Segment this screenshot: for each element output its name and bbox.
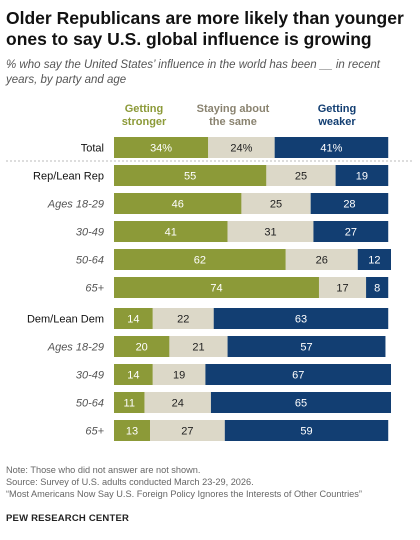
bar-value-label: 27 (345, 227, 357, 239)
bar-value-label: 25 (270, 199, 282, 211)
bar-value-label: 14 (127, 370, 139, 382)
bar-segment-same (285, 249, 358, 270)
bar-segment-weaker (274, 137, 389, 158)
bar-value-label: 55 (184, 171, 196, 183)
bar-value-label: 57 (300, 342, 312, 354)
bar-value-label: 63 (295, 314, 307, 326)
bar-value-label: 12 (368, 255, 380, 267)
bar-segment-same (169, 336, 228, 357)
row-label: Rep/Lean Rep (33, 171, 104, 183)
bar-value-label: 59 (300, 426, 312, 438)
bar-segment-stronger (114, 277, 319, 298)
bar-value-label: 13 (126, 426, 138, 438)
bar-value-label: 24 (172, 398, 184, 410)
bar-value-label: 24% (230, 143, 252, 155)
bar-segment-same (152, 308, 214, 329)
bar-value-label: 46 (172, 199, 184, 211)
bar-value-label: 41% (320, 143, 342, 155)
row-label: 30-49 (76, 370, 104, 382)
bar-value-label: 8 (374, 283, 380, 295)
bar-value-label: 17 (336, 283, 348, 295)
bar-value-label: 65 (295, 398, 307, 410)
legend-label-same: the same (209, 116, 257, 128)
row-label: 30-49 (76, 227, 104, 239)
bar-value-label: 74 (210, 283, 222, 295)
bar-segment-weaker (227, 336, 386, 357)
bar-segment-same (227, 221, 314, 242)
bar-segment-weaker (335, 165, 389, 186)
bar-segment-stronger (114, 364, 153, 385)
bar-segment-same (152, 364, 206, 385)
chart-subtitle: % who say the United States’ influence i… (6, 59, 380, 86)
brand-logo-text: PEW RESEARCH CENTER (6, 513, 130, 524)
bar-segment-stronger (114, 392, 145, 413)
bar-value-label: 21 (192, 342, 204, 354)
bar-segment-same (241, 193, 311, 214)
bar-value-label: 19 (173, 370, 185, 382)
bar-segment-stronger (114, 336, 170, 357)
bar-value-label: 26 (316, 255, 328, 267)
bar-segment-same (144, 392, 211, 413)
bar-value-label: 67 (292, 370, 304, 382)
row-label: Ages 18-29 (47, 199, 104, 211)
bar-value-label: 19 (356, 171, 368, 183)
row-label: Ages 18-29 (47, 342, 104, 354)
bar-value-label: 14 (127, 314, 139, 326)
bar-value-label: 11 (124, 398, 135, 410)
row-label: 50-64 (76, 255, 104, 267)
bar-segment-same (208, 137, 275, 158)
bar-segment-weaker (224, 420, 389, 441)
bar-value-label: 22 (177, 314, 189, 326)
bar-segment-weaker (205, 364, 391, 385)
row-label: Total (81, 143, 104, 155)
bar-segment-same (318, 277, 367, 298)
bar-segment-weaker (210, 392, 391, 413)
legend-label-stronger: Getting (125, 103, 164, 115)
bar-segment-stronger (114, 308, 153, 329)
bar-segment-stronger (114, 420, 151, 441)
bar-value-label: 25 (295, 171, 307, 183)
chart-title: Older Republicans are more likely than y… (6, 8, 404, 49)
bar-value-label: 62 (194, 255, 206, 267)
legend-label-weaker: Getting (318, 103, 357, 115)
row-label: Dem/Lean Dem (27, 314, 104, 326)
bar-segment-stronger (114, 137, 209, 158)
bar-segment-stronger (114, 165, 267, 186)
bar-segment-weaker (310, 193, 389, 214)
bar-segment-weaker (357, 249, 391, 270)
bar-segment-stronger (114, 221, 228, 242)
legend-label-stronger: stronger (122, 116, 167, 128)
chart-source: Source: Survey of U.S. adults conducted … (6, 477, 254, 487)
row-label: 65+ (85, 283, 104, 295)
legend-label-same: Staying about (197, 103, 270, 115)
bar-segment-weaker (213, 308, 389, 329)
bar-segment-same (150, 420, 225, 441)
bar-value-label: 27 (181, 426, 193, 438)
legend-label-weaker: weaker (317, 116, 356, 128)
bar-segment-weaker (313, 221, 389, 242)
bar-value-label: 41 (165, 227, 177, 239)
bar-segment-stronger (114, 193, 242, 214)
row-label: 65+ (85, 426, 104, 438)
bar-segment-stronger (114, 249, 286, 270)
bar-value-label: 28 (343, 199, 355, 211)
bar-value-label: 20 (136, 342, 148, 354)
chart-note: Note: Those who did not answer are not s… (6, 465, 201, 475)
report-title: “Most Americans Now Say U.S. Foreign Pol… (6, 489, 362, 499)
bar-value-label: 34% (150, 143, 172, 155)
row-label: 50-64 (76, 398, 104, 410)
bar-segment-weaker (366, 277, 389, 298)
bar-segment-same (266, 165, 336, 186)
bar-value-label: 31 (264, 227, 276, 239)
